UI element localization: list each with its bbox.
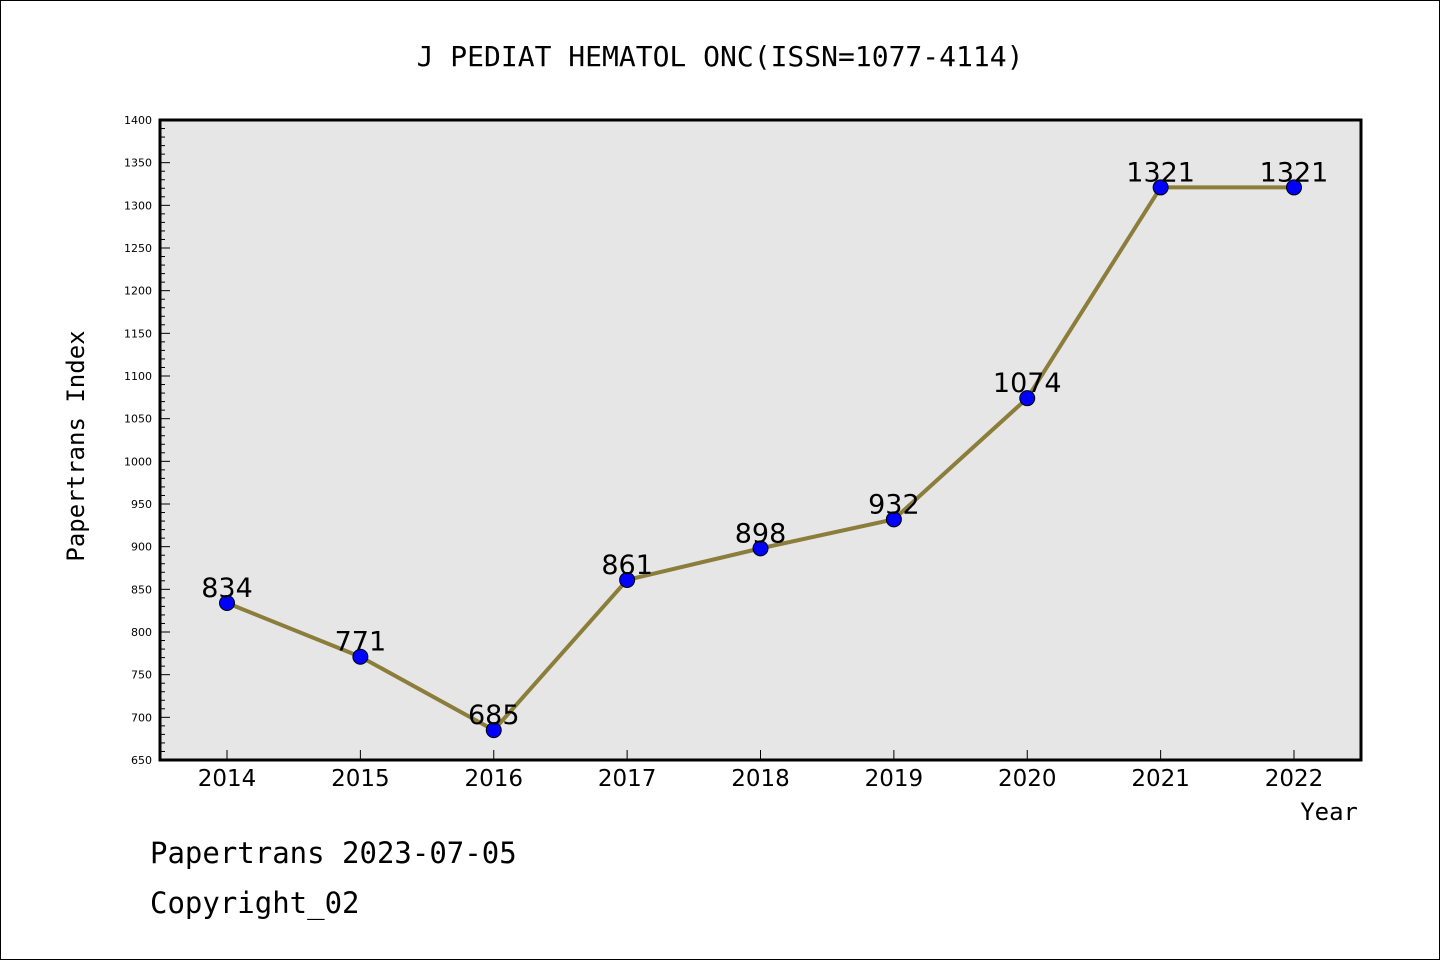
y-tick-label: 1300 bbox=[124, 199, 152, 212]
x-tick-label: 2016 bbox=[464, 766, 523, 792]
y-tick-label: 1150 bbox=[124, 327, 152, 340]
y-axis: 650 700 750 800 850 900 950 1000 1050 1100 1150 120… bbox=[124, 114, 170, 767]
data-point bbox=[1019, 390, 1036, 407]
data-point bbox=[219, 594, 235, 611]
chart-title: J PEDIAT HEMATOL ONC(ISSN=1077-4114) bbox=[417, 40, 1024, 73]
y-tick-label: 850 bbox=[131, 583, 152, 596]
y-tick-label: 700 bbox=[131, 711, 152, 724]
plot-area bbox=[158, 118, 1363, 762]
data-label: 898 bbox=[735, 518, 787, 549]
data-point bbox=[485, 722, 502, 739]
y-tick-label: 800 bbox=[131, 626, 152, 639]
data-label: 932 bbox=[868, 489, 920, 520]
y-tick-label: 750 bbox=[131, 669, 152, 682]
y-tick-label: 900 bbox=[131, 541, 152, 554]
x-tick-label: 2022 bbox=[1265, 766, 1324, 792]
y-tick-label: 1250 bbox=[124, 242, 152, 255]
x-tick-label: 2018 bbox=[731, 766, 790, 792]
y-tick-label: 1400 bbox=[124, 114, 152, 127]
data-label: 685 bbox=[468, 700, 520, 731]
footer-copyright: Copyright_02 bbox=[150, 886, 360, 921]
data-point bbox=[752, 540, 769, 557]
y-tick-label: 1350 bbox=[124, 157, 152, 170]
data-point bbox=[1152, 179, 1169, 196]
y-tick-label: 650 bbox=[131, 754, 152, 767]
data-label: 861 bbox=[601, 550, 653, 581]
y-tick-label: 950 bbox=[131, 498, 152, 511]
x-axis: 2014 2015 2016 2017 2018 2019 2020 2021 2022 bbox=[198, 750, 1324, 792]
data-label: 1321 bbox=[1260, 157, 1329, 188]
x-tick-label: 2021 bbox=[1131, 766, 1190, 792]
footer-date: Papertrans 2023-07-05 bbox=[150, 836, 517, 870]
data-label: 1074 bbox=[993, 368, 1062, 399]
data-label: 771 bbox=[335, 627, 387, 658]
y-tick-label: 1100 bbox=[124, 370, 152, 383]
series-group: 834 771 685 861 898 932 1074 1321 1321 bbox=[201, 157, 1329, 739]
x-tick-label: 2017 bbox=[598, 766, 657, 792]
data-label: 834 bbox=[201, 573, 253, 604]
data-point bbox=[352, 648, 369, 665]
data-point bbox=[885, 511, 902, 528]
data-label: 1321 bbox=[1126, 157, 1195, 188]
data-point bbox=[619, 571, 636, 588]
x-tick-label: 2020 bbox=[998, 766, 1057, 792]
x-axis-label: Year bbox=[1300, 798, 1358, 826]
x-tick-label: 2014 bbox=[198, 766, 257, 792]
x-tick-label: 2015 bbox=[331, 766, 390, 792]
y-tick-label: 1050 bbox=[124, 413, 152, 426]
x-tick-label: 2019 bbox=[865, 766, 924, 792]
y-tick-label: 1200 bbox=[124, 285, 152, 298]
y-axis-label: Papertrans Index bbox=[62, 330, 90, 561]
data-point bbox=[1286, 179, 1302, 196]
y-tick-label: 1000 bbox=[124, 455, 152, 468]
